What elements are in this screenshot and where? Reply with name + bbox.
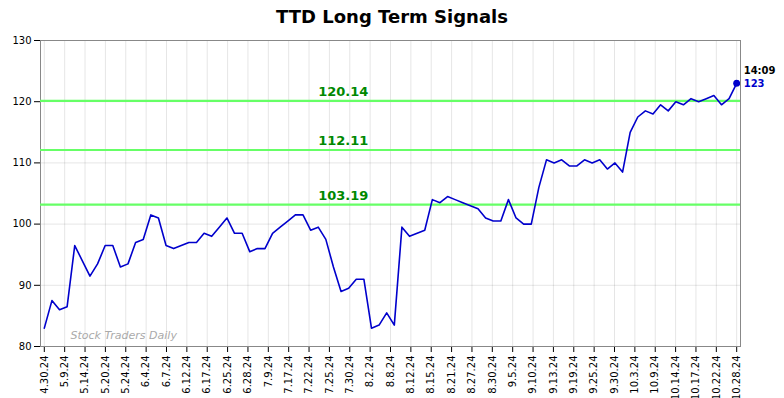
svg-text:8.2.24: 8.2.24 [364,356,375,388]
svg-text:120: 120 [12,96,31,107]
svg-text:6.4.24: 6.4.24 [140,356,151,388]
svg-text:7.25.24: 7.25.24 [324,356,335,394]
svg-text:112.11: 112.11 [318,133,368,148]
svg-text:9.19.24: 9.19.24 [568,356,579,394]
svg-text:5.9.24: 5.9.24 [59,356,70,388]
svg-text:8.21.24: 8.21.24 [446,356,457,394]
svg-text:7.22.24: 7.22.24 [303,356,314,394]
svg-text:7.17.24: 7.17.24 [283,356,294,394]
svg-text:8.15.24: 8.15.24 [425,356,436,394]
svg-text:10.17.24: 10.17.24 [690,356,701,398]
svg-text:5.14.24: 5.14.24 [79,356,90,394]
svg-text:10.3.24: 10.3.24 [629,356,640,394]
svg-text:8.30.24: 8.30.24 [487,356,498,394]
svg-text:10.14.24: 10.14.24 [670,356,681,398]
svg-text:6.25.24: 6.25.24 [222,356,233,394]
svg-text:9.10.24: 9.10.24 [527,356,538,394]
svg-text:9.13.24: 9.13.24 [548,356,559,394]
svg-text:8.27.24: 8.27.24 [466,356,477,394]
svg-text:6.17.24: 6.17.24 [201,356,212,394]
svg-text:90: 90 [19,280,32,291]
svg-text:6.7.24: 6.7.24 [161,356,172,388]
svg-text:Stock Traders Daily: Stock Traders Daily [71,329,178,342]
svg-text:5.24.24: 5.24.24 [120,356,131,394]
svg-text:103.19: 103.19 [318,188,368,203]
svg-text:9.5.24: 9.5.24 [507,356,518,388]
svg-text:80: 80 [19,341,32,352]
svg-text:8.12.24: 8.12.24 [405,356,416,394]
svg-text:10.22.24: 10.22.24 [711,356,722,398]
svg-text:7.30.24: 7.30.24 [344,356,355,394]
svg-text:130: 130 [12,35,31,46]
svg-text:9.30.24: 9.30.24 [609,356,620,394]
svg-text:8.8.24: 8.8.24 [385,356,396,388]
svg-text:4.30.24: 4.30.24 [39,356,50,394]
svg-text:6.12.24: 6.12.24 [181,356,192,394]
svg-text:10.28.24: 10.28.24 [731,356,742,398]
svg-text:6.28.24: 6.28.24 [242,356,253,394]
svg-text:5.20.24: 5.20.24 [100,356,111,394]
svg-text:14:09: 14:09 [744,65,776,76]
svg-text:110: 110 [12,157,31,168]
html-text:TTD Long Term Signals: TTD Long Term Signals [276,6,508,27]
svg-text:120.14: 120.14 [318,84,368,99]
svg-text:123: 123 [744,78,765,89]
svg-text:100: 100 [12,218,31,229]
svg-text:9.25.24: 9.25.24 [588,356,599,394]
svg-text:7.9.24: 7.9.24 [263,356,274,388]
svg-text:10.9.24: 10.9.24 [649,356,660,394]
